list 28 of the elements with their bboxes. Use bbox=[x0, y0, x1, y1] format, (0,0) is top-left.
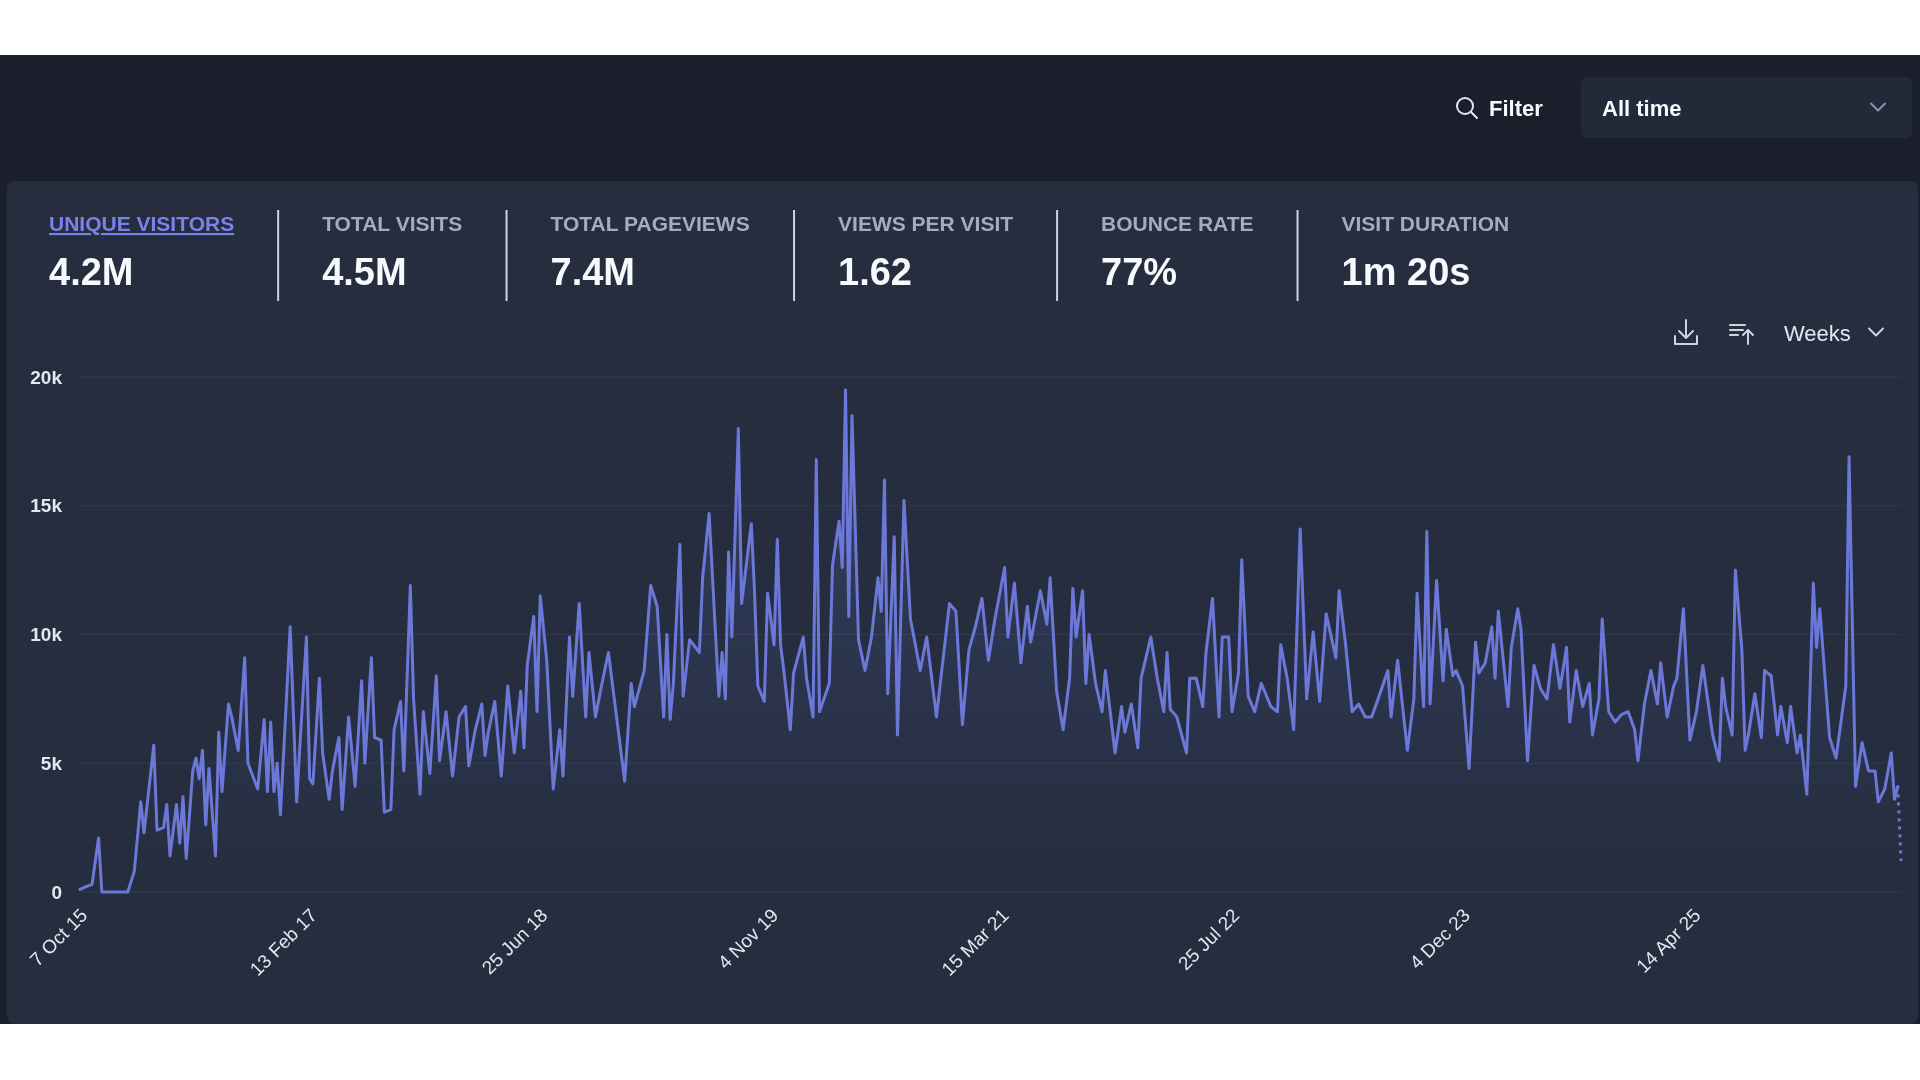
y-tick-label: 5k bbox=[40, 752, 63, 774]
category-label: TOTAL PAGEVIEWS bbox=[550, 212, 750, 235]
category-label: TOTAL VISITS bbox=[322, 212, 463, 235]
text: 4.5M bbox=[322, 251, 407, 293]
x-tick-label: 25 Jun 18 bbox=[477, 904, 552, 979]
x-tick-label: 4 Dec 23 bbox=[1405, 904, 1474, 974]
text: Filter bbox=[1489, 95, 1544, 121]
text: 1.62 bbox=[838, 251, 913, 293]
text: 7.4M bbox=[550, 251, 636, 293]
x-tick-label: 13 Feb 17 bbox=[245, 904, 322, 980]
x-tick-label: 14 Apr 25 bbox=[1632, 904, 1705, 977]
category-label: VISIT DURATION bbox=[1341, 212, 1510, 235]
text: All time bbox=[1602, 95, 1682, 121]
category-label: UNIQUE VISITORS bbox=[49, 212, 235, 235]
y-tick-label: 10k bbox=[30, 624, 63, 645]
x-tick-label: 7 Oct 15 bbox=[25, 904, 92, 971]
text: Weeks bbox=[1784, 320, 1851, 346]
y-tick-label: 20k bbox=[30, 366, 63, 388]
category-label: BOUNCE RATE bbox=[1101, 212, 1254, 235]
y-tick-label: 0 bbox=[51, 881, 62, 903]
category-label: VIEWS PER VISIT bbox=[838, 212, 1014, 235]
text: 4.2M bbox=[49, 251, 134, 293]
x-tick-label: 25 Jul 22 bbox=[1174, 904, 1244, 974]
x-tick-label: 15 Mar 21 bbox=[937, 904, 1013, 980]
y-tick-label: 15k bbox=[30, 495, 63, 517]
text: 1m 20s bbox=[1341, 251, 1471, 293]
x-tick-label: 4 Nov 19 bbox=[713, 904, 783, 974]
text: 77% bbox=[1101, 251, 1178, 293]
